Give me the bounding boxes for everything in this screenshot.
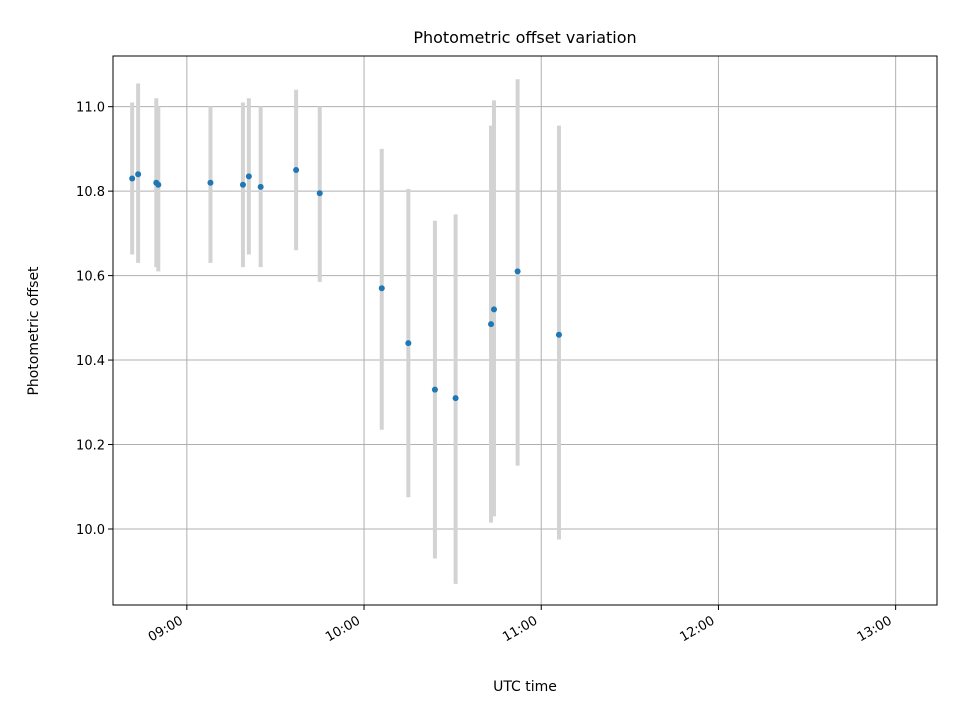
y-tick-label: 10.2 — [76, 439, 105, 454]
data-points — [129, 167, 562, 402]
data-point — [555, 331, 562, 338]
data-point — [129, 175, 136, 182]
grid — [113, 56, 937, 605]
data-point — [135, 171, 142, 178]
data-point — [488, 321, 495, 328]
x-axis-label: UTC time — [493, 679, 557, 695]
y-tick-label: 10.8 — [76, 185, 105, 200]
y-axis-ticks: 10.0 10.2 10.4 10.6 10.8 11.0 — [76, 101, 113, 538]
data-point — [257, 183, 264, 190]
data-point — [239, 181, 246, 188]
data-point — [490, 306, 497, 313]
data-point — [452, 395, 459, 402]
data-point — [316, 190, 323, 197]
data-point — [514, 268, 521, 275]
data-point — [245, 173, 252, 180]
y-tick-label: 10.4 — [76, 354, 105, 369]
data-point — [405, 340, 412, 347]
y-axis-label: Photometric offset — [26, 266, 42, 396]
data-point — [207, 179, 214, 186]
y-tick-label: 10.0 — [76, 523, 105, 538]
data-point — [431, 386, 438, 393]
y-tick-label: 10.6 — [76, 270, 105, 285]
plot-frame — [112, 55, 938, 606]
chart-title: Photometric offset variation — [413, 28, 636, 47]
data-point — [155, 181, 162, 188]
data-point — [378, 285, 385, 292]
y-tick-label: 11.0 — [76, 101, 105, 116]
data-point — [293, 167, 300, 174]
